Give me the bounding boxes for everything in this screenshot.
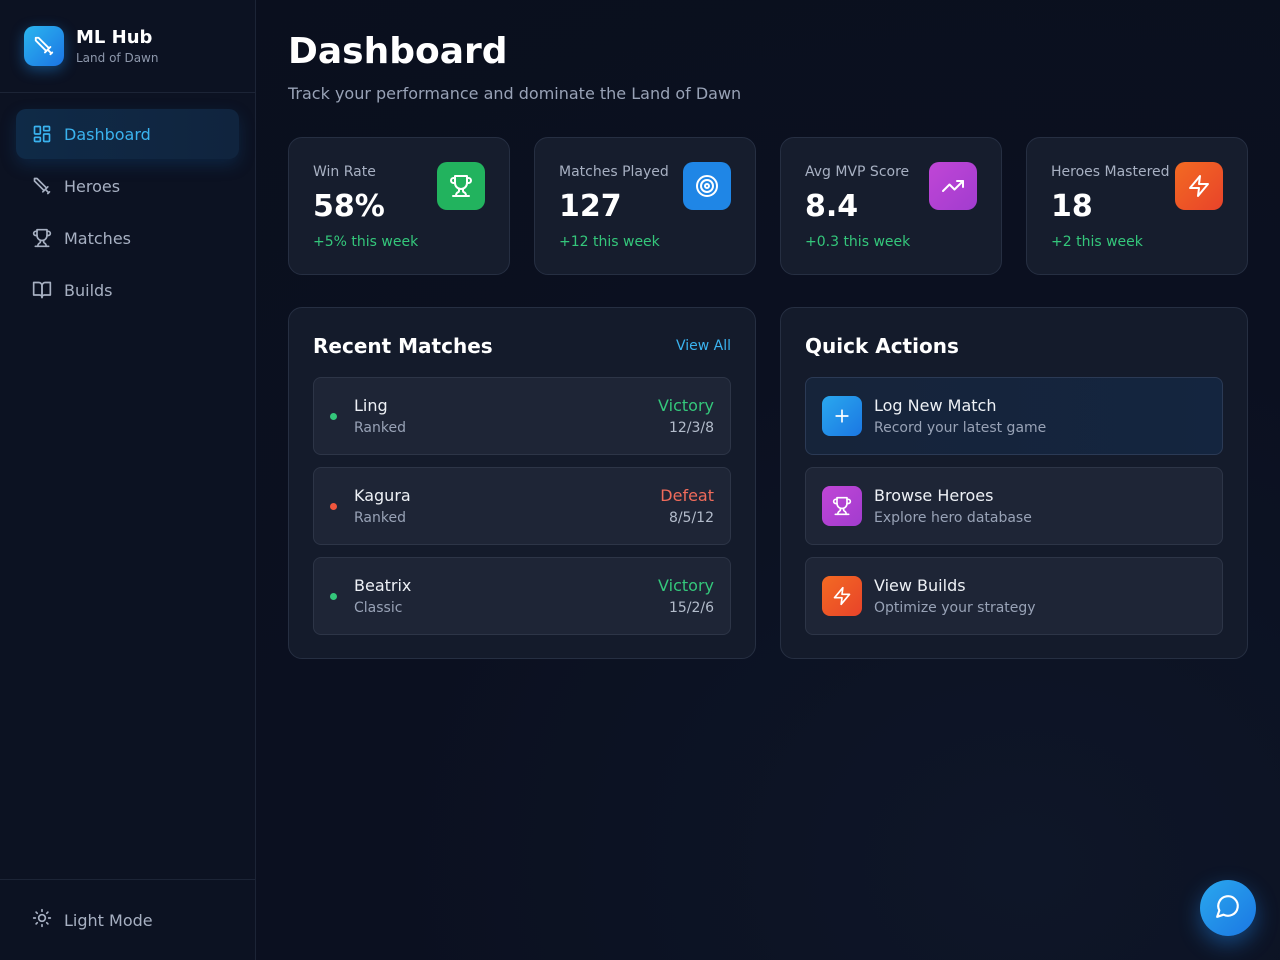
action-subtitle: Optimize your strategy: [874, 600, 1036, 616]
match-mode: Ranked: [354, 510, 406, 526]
stat-delta: +2 this week: [1051, 234, 1143, 250]
sidebar-item-label: Dashboard: [64, 124, 151, 144]
view-builds-button[interactable]: View Builds Optimize your strategy: [805, 557, 1223, 635]
stat-card-heroes-mastered[interactable]: Heroes Mastered 18 +2 this week: [1026, 137, 1248, 275]
match-row[interactable]: Beatrix Classic Victory 15/2/6: [313, 557, 731, 635]
stat-card-matches-played[interactable]: Matches Played 127 +12 this week: [534, 137, 756, 275]
sidebar-item-builds[interactable]: Builds: [16, 265, 239, 315]
sidebar-item-matches[interactable]: Matches: [16, 213, 239, 263]
result-dot: [330, 412, 337, 420]
action-title: Log New Match: [874, 396, 997, 415]
match-result: Defeat: [660, 486, 714, 505]
main-content: Dashboard Track your performance and dom…: [288, 0, 1248, 659]
browse-heroes-button[interactable]: Browse Heroes Explore hero database: [805, 467, 1223, 545]
match-result: Victory: [658, 396, 714, 415]
stat-delta: +5% this week: [313, 234, 419, 250]
stat-delta: +0.3 this week: [805, 234, 911, 250]
match-row[interactable]: Ling Ranked Victory 12/3/8: [313, 377, 731, 455]
sidebar-item-heroes[interactable]: Heroes: [16, 161, 239, 211]
match-mode: Ranked: [354, 420, 406, 436]
action-subtitle: Record your latest game: [874, 420, 1047, 436]
match-hero: Kagura: [354, 486, 411, 505]
stat-label: Win Rate: [313, 164, 376, 180]
sword-icon: [24, 26, 64, 66]
action-title: Browse Heroes: [874, 486, 994, 505]
action-title: View Builds: [874, 576, 966, 595]
stat-delta: +12 this week: [559, 234, 660, 250]
dashboard-grid-icon: [32, 124, 52, 144]
stat-card-win-rate[interactable]: Win Rate 58% +5% this week: [288, 137, 510, 275]
stat-label: Matches Played: [559, 164, 669, 180]
sidebar-nav: Dashboard Heroes Matches: [0, 93, 255, 315]
chat-button[interactable]: [1200, 880, 1256, 936]
chat-bubble-icon: [1215, 893, 1241, 923]
sidebar: ML Hub Land of Dawn Dashboard Heroes: [0, 0, 256, 960]
match-mode: Classic: [354, 600, 403, 616]
match-row[interactable]: Kagura Ranked Defeat 8/5/12: [313, 467, 731, 545]
stat-label: Heroes Mastered: [1051, 164, 1170, 180]
sword-icon: [32, 176, 52, 196]
action-subtitle: Explore hero database: [874, 510, 1032, 526]
sidebar-item-dashboard[interactable]: Dashboard: [16, 109, 239, 159]
match-list: Ling Ranked Victory 12/3/8 Kagura Ranked: [313, 377, 731, 635]
stat-label: Avg MVP Score: [805, 164, 910, 180]
brand[interactable]: ML Hub Land of Dawn: [0, 0, 255, 93]
match-kda: 15/2/6: [668, 600, 714, 616]
quick-actions-panel: Quick Actions Log New Match Record your …: [780, 307, 1248, 659]
trending-up-icon: [929, 162, 977, 210]
match-kda: 8/5/12: [668, 510, 714, 526]
stat-card-avg-mvp[interactable]: Avg MVP Score 8.4 +0.3 this week: [780, 137, 1002, 275]
page-subtitle: Track your performance and dominate the …: [288, 84, 742, 103]
lightning-icon: [822, 576, 862, 616]
book-icon: [32, 280, 52, 300]
brand-subtitle: Land of Dawn: [76, 51, 159, 65]
quick-actions-title: Quick Actions: [805, 334, 959, 358]
sidebar-item-label: Heroes: [64, 176, 121, 196]
sidebar-item-label: Builds: [64, 280, 113, 300]
stat-value: 18: [1051, 189, 1093, 224]
result-dot: [330, 592, 337, 600]
match-hero: Ling: [354, 396, 388, 415]
panels-row: Recent Matches View All Ling Ranked Vict…: [288, 307, 1248, 659]
stat-value: 58%: [313, 189, 385, 224]
recent-matches-panel: Recent Matches View All Ling Ranked Vict…: [288, 307, 756, 659]
stat-value: 127: [559, 189, 622, 224]
match-kda: 12/3/8: [668, 420, 714, 436]
page-title: Dashboard: [288, 31, 508, 72]
brand-name: ML Hub: [76, 27, 153, 48]
match-result: Victory: [658, 576, 714, 595]
plus-icon: [822, 396, 862, 436]
result-dot: [330, 502, 337, 510]
view-all-link[interactable]: View All: [675, 338, 731, 354]
sidebar-item-label: Matches: [64, 228, 131, 248]
stat-value: 8.4: [805, 189, 859, 224]
lightning-icon: [1175, 162, 1223, 210]
trophy-icon: [822, 486, 862, 526]
trophy-icon: [437, 162, 485, 210]
trophy-icon: [32, 228, 52, 248]
recent-matches-title: Recent Matches: [313, 334, 493, 358]
sun-icon: [32, 908, 52, 932]
match-hero: Beatrix: [354, 576, 412, 595]
stats-row: Win Rate 58% +5% this week Matches Playe…: [288, 137, 1248, 275]
quick-actions-list: Log New Match Record your latest game Br…: [805, 377, 1223, 635]
theme-toggle-button[interactable]: Light Mode: [0, 879, 255, 960]
target-icon: [683, 162, 731, 210]
theme-toggle-label: Light Mode: [64, 910, 153, 930]
log-new-match-button[interactable]: Log New Match Record your latest game: [805, 377, 1223, 455]
